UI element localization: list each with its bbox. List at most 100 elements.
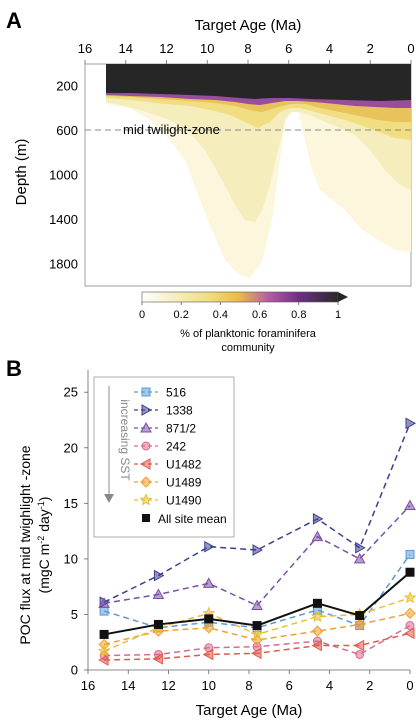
series-1-point-3 <box>252 544 264 556</box>
colorbar-extend-arrow <box>338 292 348 302</box>
series-2-point-3 <box>251 599 263 611</box>
series-7-point-1 <box>153 619 163 629</box>
panel-b-x-tick-2: 12 <box>161 678 175 693</box>
series-1-point-6 <box>405 417 416 430</box>
series-4-point-1 <box>152 653 163 665</box>
panel-a-x-tick-3: 10 <box>200 41 214 56</box>
panel-b-x-tick-6: 4 <box>326 678 333 693</box>
series-7-point-2 <box>204 614 214 624</box>
series-6-point-6 <box>403 590 416 604</box>
series-1-point-5 <box>355 541 366 554</box>
series-5-point-4 <box>311 625 324 637</box>
panel-b-x-tick-3: 10 <box>202 678 216 693</box>
series-7-point-5 <box>355 611 365 621</box>
panel-b-y-tick-2: 10 <box>64 551 78 566</box>
panel-a-y-tick-0: 200 <box>56 79 78 94</box>
series-6-point-3 <box>250 627 264 640</box>
series-7-point-0 <box>99 629 109 639</box>
panel-a-x-tick-0: 16 <box>78 41 92 56</box>
series-3-point-6 <box>405 621 415 631</box>
series-1-point-4 <box>312 513 324 525</box>
series-7-point-3 <box>252 621 262 631</box>
heatmap-level-1 <box>106 64 411 101</box>
colorbar-tick-3: 0.6 <box>252 309 267 321</box>
panel-b-x-ticks: 16 14 12 10 8 6 4 2 0 <box>81 670 414 693</box>
mid-twilight-zone-label: mid twilight-zone <box>123 122 220 137</box>
series-5-point-2 <box>203 622 215 634</box>
panel-b-x-tick-7: 2 <box>366 678 373 693</box>
series-2-point-2 <box>202 577 215 588</box>
series-2-point-4 <box>311 530 324 542</box>
legend-label-6: U1490 <box>166 494 202 508</box>
series-4-point-6 <box>403 627 415 640</box>
panel-a-y-tick-2: 1000 <box>49 168 78 183</box>
series-4-point-0 <box>98 654 109 666</box>
series-7-point-4 <box>312 598 322 608</box>
legend-marker-5 <box>140 476 152 488</box>
colorbar-ticks: 0 0.2 0.4 0.6 0.8 1 <box>139 302 341 321</box>
panel-b-x-tick-4: 8 <box>245 678 252 693</box>
sst-gradient-label: increasing SST <box>118 399 132 481</box>
colorbar-label-line2: community <box>221 342 275 354</box>
panel-a-y-tick-1: 600 <box>56 123 78 138</box>
series-1-point-1 <box>153 569 165 582</box>
legend-marker-1 <box>141 404 153 416</box>
colorbar-tick-2: 0.4 <box>213 309 228 321</box>
series-2-point-5 <box>353 552 366 564</box>
series-4-point-4 <box>311 639 322 652</box>
panel-a-y-tick-3: 1400 <box>49 212 78 227</box>
series-6-point-4 <box>310 609 324 623</box>
panel-b-ylabel-line1: POC flux at mid twighlight -zone <box>17 445 33 644</box>
legend-marker-6 <box>139 493 153 506</box>
panel-a-x-tick-5: 6 <box>285 41 292 56</box>
panel-b-xlabel: Target Age (Ma) <box>196 702 303 719</box>
series-2-point-1 <box>152 588 165 599</box>
panel-b-ylabel: POC flux at mid twighlight -zone (mgC m-… <box>17 445 52 644</box>
series-5-point-5 <box>353 618 366 631</box>
panel-a-x-tick-8: 0 <box>407 41 414 56</box>
series-0-point-0 <box>99 606 109 616</box>
panel-b-y-tick-3: 15 <box>64 496 78 511</box>
panel-a-y-ticks: 200 600 1000 1400 1800 <box>49 79 78 272</box>
legend-marker-0 <box>141 387 151 397</box>
panel-a-x-tick-2: 12 <box>159 41 173 56</box>
panel-a-label: A <box>6 8 22 33</box>
colorbar-tick-1: 0.2 <box>174 309 189 321</box>
panel-b-y-tick-5: 25 <box>64 385 78 400</box>
legend-label-3: 242 <box>166 440 186 454</box>
series-4-point-3 <box>251 647 262 660</box>
legend-items: 516 1338 871/2 242 U1482 U1489 U1490 <box>134 386 202 508</box>
legend-marker-3 <box>141 441 151 451</box>
series-5-point-6 <box>404 607 416 620</box>
panel-a-y-tick-4: 1800 <box>49 256 78 271</box>
colorbar-tick-5: 1 <box>335 309 341 321</box>
colorbar-tick-0: 0 <box>139 309 145 321</box>
panel-a-heatmap <box>106 64 411 278</box>
legend-marker-4 <box>139 458 151 470</box>
series-4-point-5 <box>353 639 365 652</box>
panel-b-y-tick-0: 0 <box>71 663 78 678</box>
legend-label-1: 1338 <box>166 404 193 418</box>
series-1-point-2 <box>204 540 215 553</box>
panel-a-x-tick-1: 14 <box>119 41 133 56</box>
panel-a-x-tick-4: 8 <box>244 41 251 56</box>
colorbar-label-line1: % of planktonic foraminifera <box>180 328 317 340</box>
legend-label-0: 516 <box>166 386 186 400</box>
panel-b-y-ticks: 0 5 10 15 20 25 <box>64 385 88 678</box>
sst-gradient-arrowhead <box>104 494 114 503</box>
series-3-point-5 <box>355 649 365 659</box>
panel-b-label: B <box>6 356 22 381</box>
series-0-point-6 <box>405 549 415 559</box>
panel-b-x-tick-1: 14 <box>121 678 135 693</box>
series-layer <box>97 417 416 666</box>
series-2-point-0 <box>98 597 110 608</box>
legend-marker-2 <box>140 421 152 433</box>
legend-mean-label: All site mean <box>158 512 227 526</box>
series-4-point-2 <box>202 648 214 661</box>
colorbar-tick-4: 0.8 <box>291 309 306 321</box>
panel-b-x-tick-0: 16 <box>81 678 95 693</box>
colorbar <box>141 291 339 303</box>
series-2-point-6 <box>404 499 416 511</box>
panel-b-y-tick-4: 20 <box>64 440 78 455</box>
panel-b-ylabel-line2: (mgC m-2 day-1) <box>36 497 52 594</box>
